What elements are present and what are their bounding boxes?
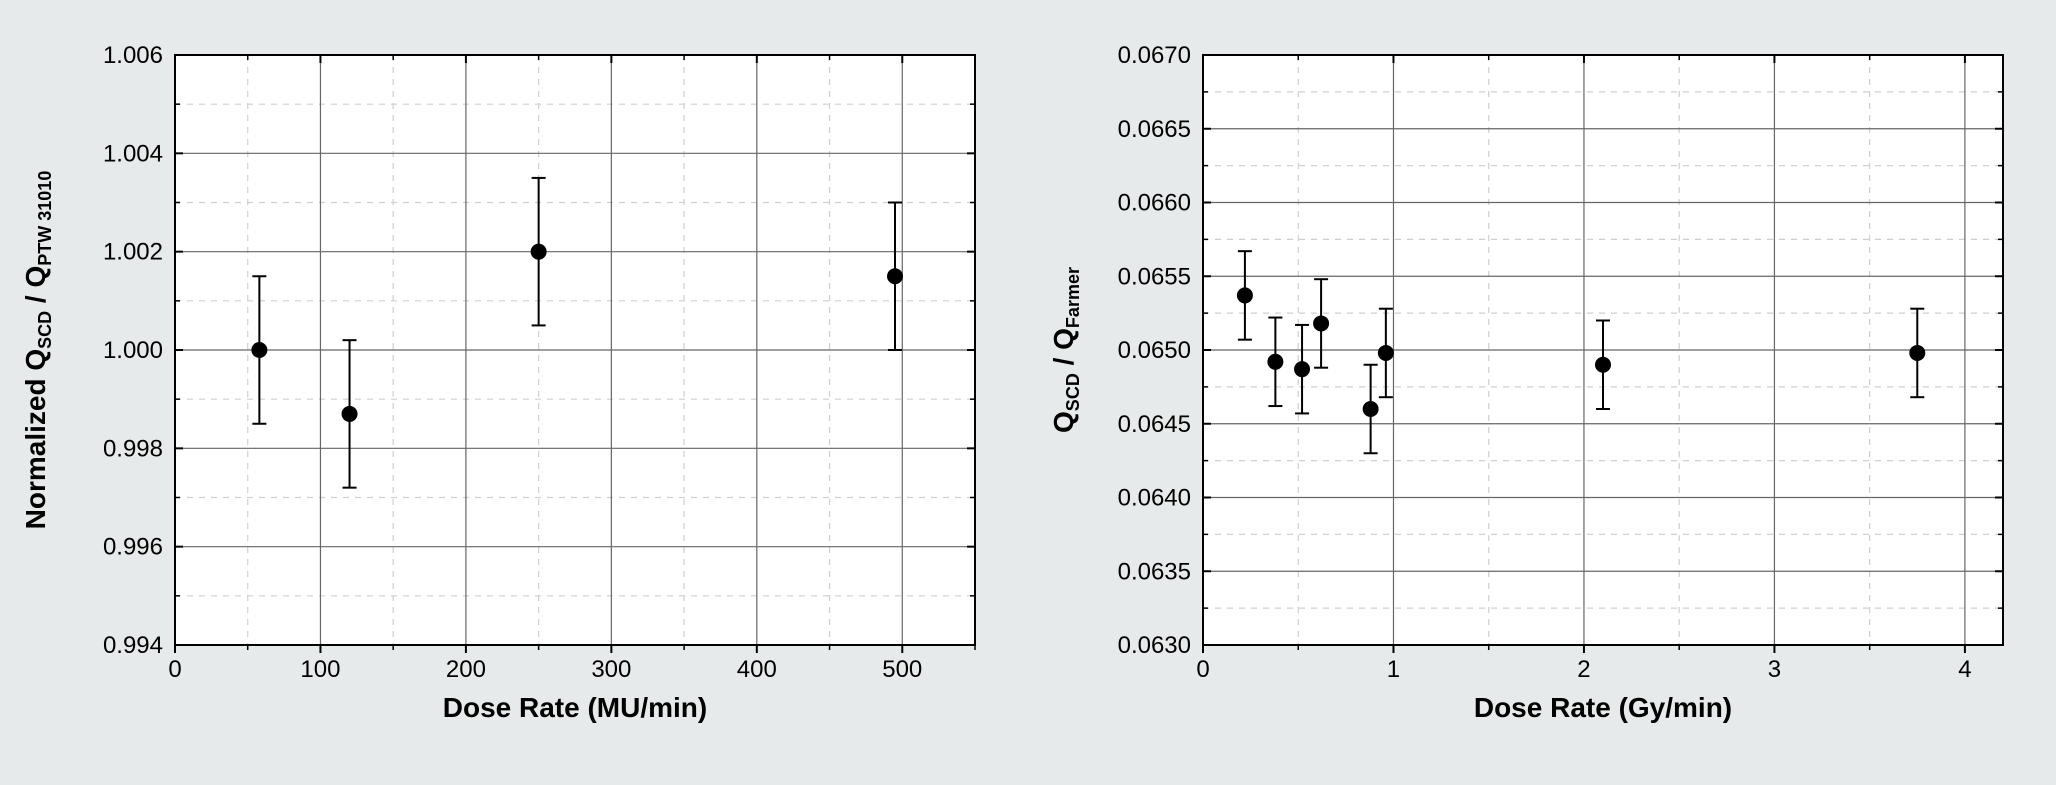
data-point (1363, 401, 1379, 417)
data-point (1267, 354, 1283, 370)
x-axis-label: Dose Rate (Gy/min) (1474, 692, 1732, 723)
x-tick-label: 500 (882, 656, 922, 683)
y-tick-label: 1.004 (103, 140, 163, 167)
data-point (1595, 357, 1611, 373)
x-tick-label: 300 (591, 656, 631, 683)
y-tick-label: 0.0665 (1118, 116, 1191, 143)
data-point (342, 406, 358, 422)
x-tick-label: 4 (1958, 656, 1971, 683)
left-chart: 0 100 200 300 400 500 0.994 0.996 0.998 1.000 1.00… (0, 0, 1028, 785)
y-tick-label: 0.0655 (1118, 263, 1191, 290)
data-point (1909, 345, 1925, 361)
x-tick-label: 100 (300, 656, 340, 683)
y-tick-label: 0.0645 (1118, 411, 1191, 438)
data-point (1378, 345, 1394, 361)
data-point (1294, 361, 1310, 377)
data-point (531, 244, 547, 260)
y-tick-label: 0.998 (103, 435, 163, 462)
x-tick-label: 3 (1768, 656, 1781, 683)
y-tick-label: 0.0640 (1118, 485, 1191, 512)
data-point (887, 268, 903, 284)
y-tick-label: 0.0630 (1118, 632, 1191, 659)
x-tick-label: 2 (1577, 656, 1590, 683)
right-chart: 0 1 2 3 4 0.0630 0.0635 0.0640 0.0645 0.0650 0.065… (1028, 0, 2056, 785)
y-tick-label: 0.994 (103, 632, 163, 659)
y-tick-label: 0.0670 (1118, 42, 1191, 69)
y-tick-label: 1.000 (103, 337, 163, 364)
x-tick-label: 1 (1387, 656, 1400, 683)
x-tick-label: 400 (737, 656, 777, 683)
x-tick-label: 0 (1196, 656, 1209, 683)
data-point (1313, 315, 1329, 331)
y-axis-label: QSCD / QFarmer (1048, 267, 1083, 433)
x-tick-label: 200 (446, 656, 486, 683)
page: 0 100 200 300 400 500 0.994 0.996 0.998 1.000 1.00… (0, 0, 2056, 785)
y-tick-label: 0.0650 (1118, 337, 1191, 364)
y-tick-label: 0.0660 (1118, 190, 1191, 217)
data-point (1237, 287, 1253, 303)
y-tick-label: 1.002 (103, 239, 163, 266)
y-tick-label: 0.996 (103, 534, 163, 561)
x-axis-label: Dose Rate (MU/min) (443, 692, 707, 723)
data-point (251, 342, 267, 358)
y-tick-label: 0.0635 (1118, 558, 1191, 585)
y-tick-label: 1.006 (103, 42, 163, 69)
x-tick-label: 0 (168, 656, 181, 683)
y-axis-label: Normalized QSCD / QPTW 31010 (20, 171, 55, 530)
